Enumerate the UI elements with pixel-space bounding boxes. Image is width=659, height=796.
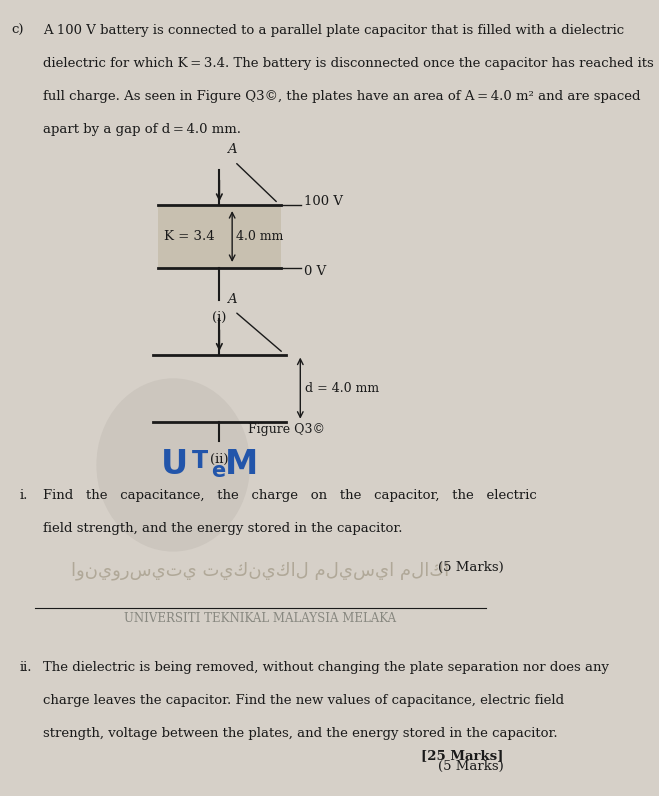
Text: apart by a gap of d = 4.0 mm.: apart by a gap of d = 4.0 mm. [43, 123, 241, 136]
Text: 0 V: 0 V [304, 266, 326, 279]
Text: dielectric for which K = 3.4. The battery is disconnected once the capacitor has: dielectric for which K = 3.4. The batter… [43, 57, 653, 70]
Text: d = 4.0 mm: d = 4.0 mm [305, 381, 380, 395]
Text: A: A [227, 293, 237, 306]
Text: U: U [161, 448, 188, 482]
Text: strength, voltage between the plates, and the energy stored in the capacitor.: strength, voltage between the plates, an… [43, 728, 558, 740]
Ellipse shape [96, 378, 250, 552]
Text: The dielectric is being removed, without changing the plate separation nor does : The dielectric is being removed, without… [43, 661, 609, 674]
Text: (5 Marks): (5 Marks) [438, 760, 503, 774]
Text: A: A [227, 143, 237, 156]
Text: K = 3.4: K = 3.4 [164, 230, 215, 243]
FancyBboxPatch shape [158, 205, 281, 268]
Text: e: e [211, 461, 225, 482]
Text: c): c) [12, 24, 24, 37]
Text: اونيورسيتي تيكنيكال مليسيا ملاكا: اونيورسيتي تيكنيكال مليسيا ملاكا [71, 561, 449, 579]
Text: (i): (i) [212, 311, 227, 324]
Text: A 100 V battery is connected to a parallel plate capacitor that is filled with a: A 100 V battery is connected to a parall… [43, 24, 623, 37]
Text: 4.0 mm: 4.0 mm [237, 230, 283, 243]
Text: M: M [225, 448, 258, 482]
Text: [25 Marks]: [25 Marks] [421, 749, 503, 762]
Text: ii.: ii. [20, 661, 32, 674]
Text: full charge. As seen in Figure Q3©, the plates have an area of A = 4.0 m² and ar: full charge. As seen in Figure Q3©, the … [43, 90, 640, 103]
Text: Find   the   capacitance,   the   charge   on   the   capacitor,   the   electri: Find the capacitance, the charge on the … [43, 489, 536, 501]
Text: charge leaves the capacitor. Find the new values of capacitance, electric field: charge leaves the capacitor. Find the ne… [43, 694, 563, 707]
Text: i.: i. [20, 489, 28, 501]
Text: Figure Q3©: Figure Q3© [248, 423, 324, 435]
Text: T: T [192, 449, 208, 473]
Text: (ii): (ii) [210, 453, 229, 466]
Text: 100 V: 100 V [304, 194, 343, 208]
Text: (5 Marks): (5 Marks) [438, 561, 503, 574]
Text: field strength, and the energy stored in the capacitor.: field strength, and the energy stored in… [43, 521, 402, 535]
Text: UNIVERSITI TEKNIKAL MALAYSIA MELAKA: UNIVERSITI TEKNIKAL MALAYSIA MELAKA [125, 612, 397, 625]
